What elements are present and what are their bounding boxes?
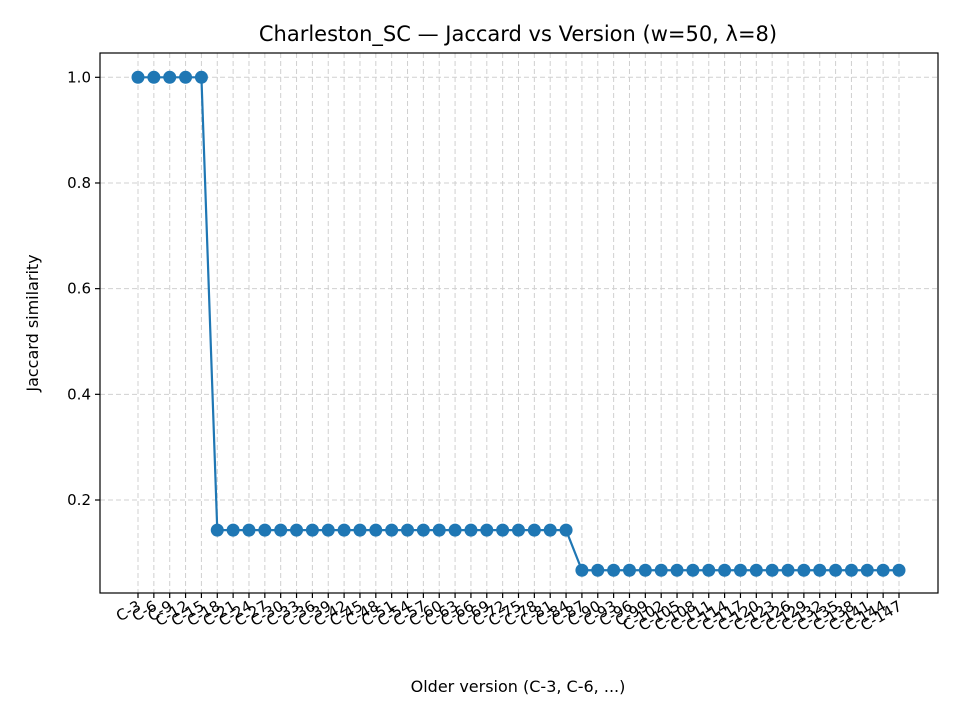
data-point	[464, 523, 478, 537]
grid-layer	[100, 53, 938, 593]
data-point	[591, 563, 605, 577]
data-point	[321, 523, 335, 537]
data-point	[638, 563, 652, 577]
data-point	[575, 563, 589, 577]
data-point	[622, 563, 636, 577]
data-point	[559, 523, 573, 537]
data-point	[607, 563, 621, 577]
data-point	[242, 523, 256, 537]
data-point	[749, 563, 763, 577]
x-axis-label: Older version (C-3, C-6, ...)	[411, 677, 626, 696]
data-point	[385, 523, 399, 537]
data-point	[290, 523, 304, 537]
data-point	[781, 563, 795, 577]
data-point	[432, 523, 446, 537]
data-point	[670, 563, 684, 577]
data-point	[860, 563, 874, 577]
axis-layer: C-3C-6C-9C-12C-15C-18C-21C-24C-27C-30C-3…	[67, 68, 905, 634]
data-point	[829, 563, 843, 577]
data-point	[448, 523, 462, 537]
data-point	[179, 70, 193, 84]
data-point	[131, 70, 145, 84]
data-point	[163, 70, 177, 84]
data-point	[194, 70, 208, 84]
data-point	[892, 563, 906, 577]
chart-title: Charleston_SC — Jaccard vs Version (w=50…	[259, 22, 777, 47]
data-point	[258, 523, 272, 537]
data-point	[813, 563, 827, 577]
data-point	[147, 70, 161, 84]
data-point	[876, 563, 890, 577]
data-point	[305, 523, 319, 537]
data-point	[654, 563, 668, 577]
data-point	[733, 563, 747, 577]
data-point	[353, 523, 367, 537]
data-point	[416, 523, 430, 537]
series-layer	[131, 70, 906, 577]
data-point	[496, 523, 510, 537]
data-point	[718, 563, 732, 577]
y-axis-label: Jaccard similarity	[23, 254, 42, 392]
data-point	[686, 563, 700, 577]
data-point	[226, 523, 240, 537]
data-point	[337, 523, 351, 537]
data-point	[844, 563, 858, 577]
data-point	[274, 523, 288, 537]
data-point	[527, 523, 541, 537]
data-point	[369, 523, 383, 537]
y-tick-label: 0.2	[67, 491, 91, 509]
data-point	[401, 523, 415, 537]
data-point	[765, 563, 779, 577]
data-point	[543, 523, 557, 537]
data-point	[210, 523, 224, 537]
y-tick-label: 0.8	[67, 174, 91, 192]
data-point	[797, 563, 811, 577]
data-point	[702, 563, 716, 577]
y-tick-label: 0.4	[67, 385, 91, 403]
data-point	[512, 523, 525, 537]
data-point	[480, 523, 494, 537]
y-tick-label: 0.6	[67, 280, 91, 298]
y-tick-label: 1.0	[67, 68, 91, 86]
